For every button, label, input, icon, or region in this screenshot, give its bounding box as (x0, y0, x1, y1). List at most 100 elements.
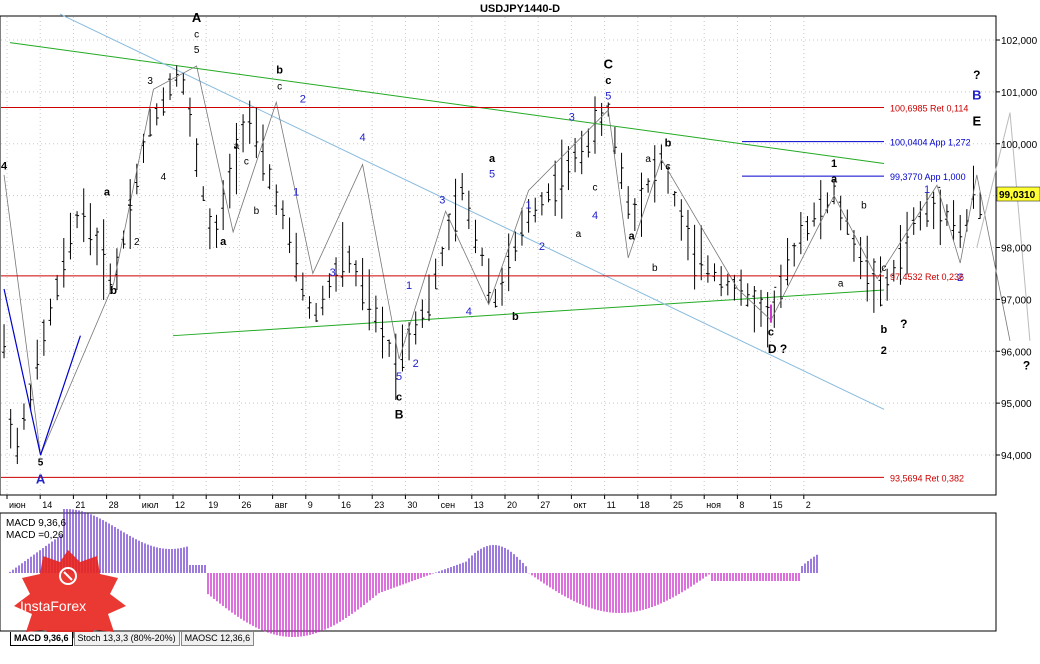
wave-label: 2 (957, 272, 963, 284)
time-tick-label: июл (142, 500, 159, 510)
time-tick-label: 20 (507, 500, 517, 510)
wave-label: B (972, 88, 981, 103)
wave-label: ? (973, 68, 980, 82)
wave-label: 3 (439, 194, 445, 206)
wave-label: c (605, 75, 611, 87)
wave-label: a (628, 231, 635, 243)
wave-label: a (645, 154, 651, 165)
wave-label: 5 (489, 168, 495, 180)
wave-label: 4 (360, 132, 366, 144)
level-label: 93,5694 Ret 0,382 (890, 473, 964, 483)
time-tick-label: 15 (773, 500, 783, 510)
upper-trendline[interactable] (9, 42, 885, 164)
projection-line (976, 112, 1011, 248)
time-tick-label: июн (9, 500, 26, 510)
wave-label: 4 (161, 172, 167, 183)
wave-label: 2 (134, 237, 140, 248)
time-tick-label: 2 (806, 500, 811, 510)
wave-a-segment (3, 288, 42, 456)
wave-label: 5 (194, 45, 200, 56)
wave-label: 4 (592, 210, 598, 222)
wave-label: a (104, 187, 111, 199)
wave-label: 1 (406, 280, 412, 292)
time-tick-label: 14 (42, 500, 52, 510)
wave-label: A (36, 472, 46, 487)
wave-label: b (254, 206, 260, 217)
time-tick-label: 13 (474, 500, 484, 510)
price-tick-label: 98,000 (1001, 244, 1032, 255)
wave-label: c (396, 392, 402, 404)
price-tick-label: 97,000 (1001, 295, 1032, 306)
wave-label: c (768, 327, 774, 339)
instaforex-logo (4, 548, 132, 648)
level-label: 100,0404 App 1,272 (890, 138, 971, 148)
wave-label: c (593, 182, 598, 193)
wave-label: a (838, 278, 844, 289)
wave-label: a (831, 174, 838, 186)
wave-label: b (276, 65, 283, 77)
wave-label: 2 (413, 358, 419, 370)
tab-maosc[interactable]: MAOSC 12,36,6 (180, 632, 255, 646)
wave-label: 1 (526, 200, 532, 212)
wave-label: a (234, 141, 240, 152)
price-tick-label: 101,000 (1001, 88, 1038, 99)
wave-label: c (881, 263, 886, 274)
wave-label: 2 (539, 241, 545, 253)
wave-label: 3 (569, 111, 575, 123)
time-tick-label: 18 (640, 500, 650, 510)
wave-label: b (512, 311, 519, 323)
wave-label: b (861, 201, 867, 212)
indicator-panel (0, 512, 997, 632)
wave-label: E (972, 114, 981, 129)
price-tick-label: 95,000 (1001, 399, 1032, 410)
time-tick-label: 30 (407, 500, 417, 510)
time-tick-label: 28 (109, 500, 119, 510)
wave-label: 5 (396, 371, 402, 383)
tab-stoch[interactable]: Stoch 13,3,3 (80%-20%) (73, 632, 180, 646)
wave-label: 4 (466, 306, 472, 318)
wave-label: 1 (924, 184, 930, 196)
time-tick-label: ноя (706, 500, 721, 510)
wave-label: b (665, 137, 672, 149)
wave-label: a (489, 153, 496, 165)
wave-label: 2 (881, 345, 887, 357)
level-label: 97,4532 Ret 0,236 (890, 272, 964, 282)
wave-label: ? (1023, 358, 1030, 372)
wave-label: D ? (768, 342, 787, 356)
wave-label: b (110, 285, 117, 297)
time-tick-label: 9 (308, 500, 313, 510)
wave-label: 3 (330, 267, 336, 279)
time-tick-label: 25 (673, 500, 683, 510)
wave-label: b (652, 263, 658, 274)
time-tick-label: 23 (374, 500, 384, 510)
wave-label: 4 (1, 161, 8, 173)
time-tick-label: окт (573, 500, 586, 510)
current-price-label: 99,0310 (999, 190, 1036, 201)
wave-label: C (604, 57, 614, 72)
time-tick-label: 11 (607, 500, 616, 510)
wave-label: a (220, 236, 227, 248)
logo-badge-icon (14, 550, 126, 646)
wave-label: c (194, 29, 199, 40)
time-tick-label: 12 (175, 500, 185, 510)
wave-label: b (880, 324, 887, 336)
time-tick-label: 26 (241, 500, 251, 510)
current-price-box (996, 186, 1040, 202)
wave-label: 1 (831, 158, 837, 170)
channel-line[interactable] (59, 13, 885, 410)
wave-zigzag (3, 65, 1011, 457)
indicator-value: MACD =0,26 (6, 530, 64, 541)
level-label: 99,3770 App 1,000 (890, 172, 966, 182)
logo-text: InstaForex (20, 598, 87, 614)
time-tick-label: 16 (341, 500, 351, 510)
wave-label: 5 (38, 457, 44, 468)
price-tick-label: 94,000 (1001, 451, 1032, 462)
wave-label: 1 (127, 198, 133, 209)
lower-trendline[interactable] (172, 289, 885, 337)
price-tick-label: 100,000 (1001, 140, 1038, 151)
tab-macd[interactable]: MACD 9,36,6 (10, 632, 73, 646)
level-label: 100,6985 Ret 0,114 (890, 104, 968, 114)
wave-label: 5 (605, 91, 611, 103)
